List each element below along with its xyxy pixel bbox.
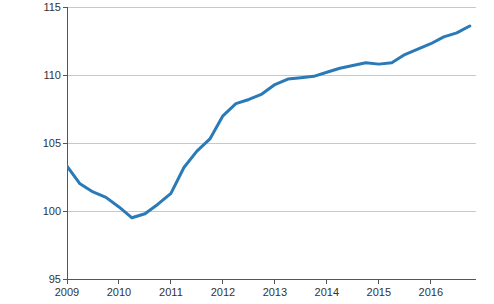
x-tick <box>378 279 379 284</box>
x-tick-label: 2011 <box>159 286 183 298</box>
y-tick <box>63 143 67 144</box>
x-tick <box>118 279 119 284</box>
grid-line <box>67 279 476 280</box>
y-axis <box>67 7 68 279</box>
x-tick-label: 2015 <box>367 286 391 298</box>
x-tick <box>274 279 275 284</box>
plot-area <box>67 26 470 218</box>
y-tick-label: 95 <box>49 273 61 285</box>
x-tick <box>170 279 171 284</box>
x-tick <box>326 279 327 284</box>
x-tick-label: 2014 <box>315 286 339 298</box>
chart: 95 100 105 110 115 2009 2010 2011 2012 2013 2014 20… <box>0 0 494 304</box>
x-tick <box>222 279 223 284</box>
y-tick-label: 100 <box>43 205 61 217</box>
y-tick <box>63 7 67 8</box>
y-tick <box>63 75 67 76</box>
grid-line <box>67 143 476 144</box>
y-tick-label: 115 <box>43 1 61 13</box>
y-tick <box>63 211 67 212</box>
grid-line <box>67 211 476 212</box>
x-tick <box>67 279 68 284</box>
x-tick <box>430 279 431 284</box>
y-tick-label: 105 <box>43 137 61 149</box>
grid-line <box>67 7 476 8</box>
y-tick-label: 110 <box>43 69 61 81</box>
x-tick-label: 2016 <box>419 286 443 298</box>
x-axis <box>67 279 476 280</box>
x-tick-label: 2010 <box>107 286 131 298</box>
x-tick-label: 2013 <box>263 286 287 298</box>
y-tick <box>63 279 67 280</box>
grid-line <box>67 75 476 76</box>
data-line <box>67 26 470 218</box>
x-tick-label: 2012 <box>211 286 235 298</box>
x-tick-label: 2009 <box>55 286 79 298</box>
